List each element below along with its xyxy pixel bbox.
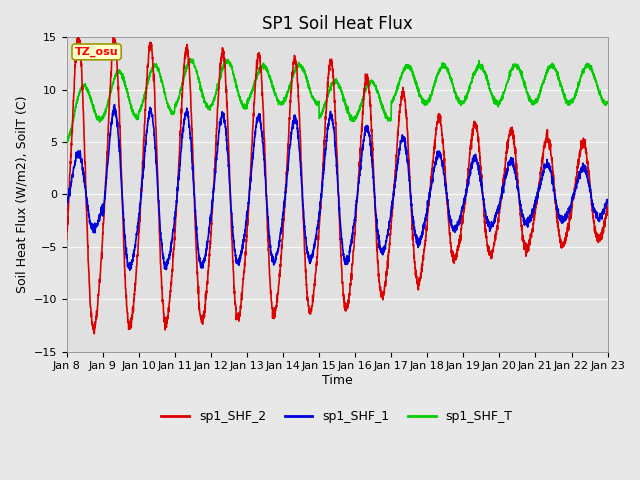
X-axis label: Time: Time	[322, 374, 353, 387]
Legend: sp1_SHF_2, sp1_SHF_1, sp1_SHF_T: sp1_SHF_2, sp1_SHF_1, sp1_SHF_T	[157, 405, 518, 428]
Y-axis label: Soil Heat Flux (W/m2), SoilT (C): Soil Heat Flux (W/m2), SoilT (C)	[15, 96, 28, 293]
Title: SP1 Soil Heat Flux: SP1 Soil Heat Flux	[262, 15, 413, 33]
Text: TZ_osu: TZ_osu	[75, 47, 118, 57]
